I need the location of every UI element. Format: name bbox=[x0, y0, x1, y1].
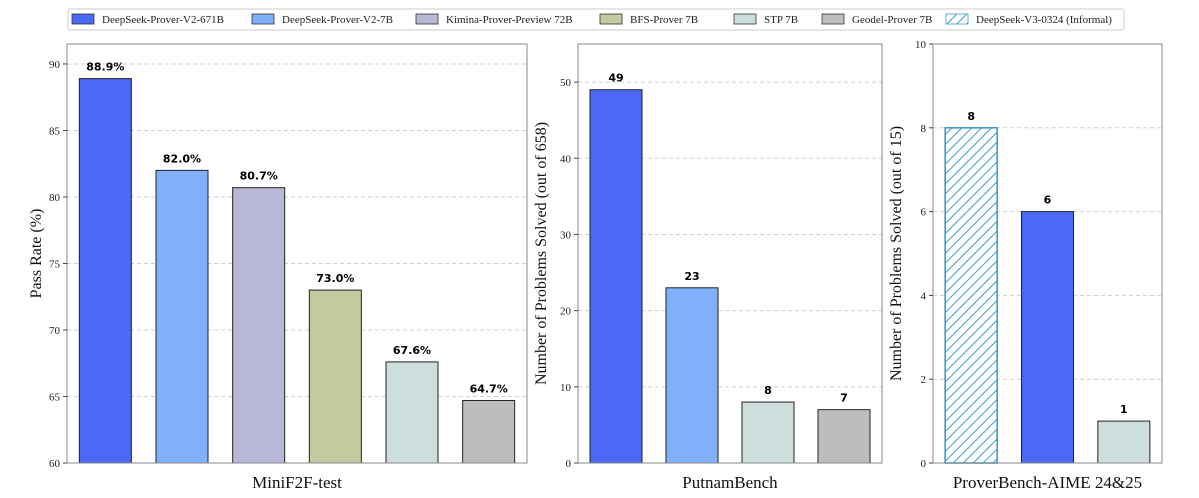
y-tick-label: 50 bbox=[560, 77, 572, 89]
plot-frame bbox=[66, 43, 528, 464]
legend-item: STP 7B bbox=[733, 13, 798, 26]
legend-frame bbox=[67, 8, 1125, 31]
bar bbox=[462, 399, 516, 464]
bar bbox=[232, 187, 286, 464]
legend-swatch bbox=[251, 13, 275, 25]
bar bbox=[944, 127, 998, 464]
y-tick-label: 65 bbox=[49, 391, 61, 403]
legend-label: BFS-Prover 7B bbox=[630, 14, 698, 26]
legend-item: Geodel-Prover 7B bbox=[821, 13, 932, 26]
y-tick-label: 6 bbox=[921, 207, 927, 219]
legend-swatch bbox=[733, 13, 757, 25]
data-label: 80.7% bbox=[240, 170, 278, 183]
y-tick-label: 0 bbox=[921, 458, 927, 470]
legend-label: DeepSeek-Prover-V2-7B bbox=[282, 14, 393, 26]
data-label: 7 bbox=[840, 392, 848, 405]
data-label: 8 bbox=[764, 384, 772, 397]
data-label: 8 bbox=[967, 110, 975, 123]
x-axis-label: MiniF2F-test bbox=[252, 473, 342, 492]
data-label: 1 bbox=[1120, 403, 1128, 416]
legend: DeepSeek-Prover-V2-671B DeepSeek-Prover-V… bbox=[67, 8, 1125, 31]
y-tick-label: 40 bbox=[560, 153, 572, 165]
bar bbox=[741, 401, 795, 464]
data-label: 49 bbox=[608, 72, 623, 85]
y-tick-label: 8 bbox=[921, 123, 927, 135]
y-tick-label: 0 bbox=[566, 458, 572, 470]
chart-panel-1: 88.9% 82.0% 80.7% 73.0% 67.6% 64.7% 60 65 70 75 80… bbox=[28, 43, 528, 492]
data-label: 67.6% bbox=[393, 344, 431, 357]
x-axis-label: ProverBench-AIME 24&25 bbox=[953, 473, 1142, 492]
y-tick-label: 70 bbox=[49, 325, 61, 337]
bar bbox=[78, 78, 132, 464]
legend-item: DeepSeek-V3-0324 (Informal) bbox=[945, 13, 1112, 26]
legend-swatch bbox=[599, 13, 623, 25]
y-axis-label: Pass Rate (%) bbox=[28, 209, 45, 299]
bar bbox=[385, 361, 439, 464]
data-label: 82.0% bbox=[163, 152, 201, 165]
legend-item: BFS-Prover 7B bbox=[599, 13, 698, 26]
y-axis-label: Number of Problems Solved (out of 15) bbox=[888, 126, 905, 381]
y-tick-label: 80 bbox=[49, 192, 61, 204]
legend-swatch bbox=[821, 13, 845, 25]
data-label: 73.0% bbox=[316, 272, 354, 285]
chart-panels: 88.9%82.0%80.7%73.0%67.6%64.7%6065707580… bbox=[28, 39, 1163, 492]
y-tick-label: 90 bbox=[49, 59, 61, 71]
bar bbox=[155, 169, 209, 464]
legend-item: DeepSeek-Prover-V2-671B bbox=[71, 13, 224, 26]
bar bbox=[817, 409, 871, 464]
legend-label: DeepSeek-Prover-V2-671B bbox=[102, 14, 224, 26]
bar bbox=[1021, 211, 1074, 464]
plot-frame bbox=[932, 43, 1163, 464]
legend-swatch bbox=[415, 13, 439, 25]
y-tick-label: 20 bbox=[560, 306, 572, 318]
legend-swatch bbox=[71, 13, 95, 25]
data-label: 88.9% bbox=[86, 61, 124, 74]
y-tick-label: 60 bbox=[49, 458, 61, 470]
data-label: 23 bbox=[684, 270, 699, 283]
bar bbox=[1097, 420, 1151, 464]
chart-panel-2: 49 23 8 7 0 10 20 30 40 50 PutnamBench Number of Pr… bbox=[533, 43, 883, 492]
y-tick-label: 75 bbox=[49, 258, 61, 270]
legend-swatch bbox=[945, 13, 969, 25]
data-label: 64.7% bbox=[470, 382, 508, 395]
bar bbox=[665, 287, 719, 464]
y-tick-label: 2 bbox=[921, 374, 927, 386]
legend-label: DeepSeek-V3-0324 (Informal) bbox=[976, 14, 1112, 26]
plot-frame bbox=[577, 43, 883, 464]
y-axis-label: Number of Problems Solved (out of 658) bbox=[533, 122, 550, 385]
bar bbox=[589, 89, 643, 464]
data-label: 6 bbox=[1044, 194, 1052, 207]
y-tick-label: 10 bbox=[915, 39, 927, 51]
y-tick-label: 4 bbox=[921, 290, 927, 302]
y-tick-label: 10 bbox=[560, 382, 572, 394]
y-tick-label: 30 bbox=[560, 229, 572, 241]
bar bbox=[308, 289, 362, 464]
y-tick-label: 85 bbox=[49, 125, 61, 137]
legend-item: DeepSeek-Prover-V2-7B bbox=[251, 13, 393, 26]
legend-item: Kimina-Prover-Preview 72B bbox=[415, 13, 573, 26]
legend-label: Kimina-Prover-Preview 72B bbox=[446, 14, 573, 26]
x-axis-label: PutnamBench bbox=[682, 473, 778, 492]
legend-label: STP 7B bbox=[764, 14, 798, 26]
legend-label: Geodel-Prover 7B bbox=[852, 14, 932, 26]
